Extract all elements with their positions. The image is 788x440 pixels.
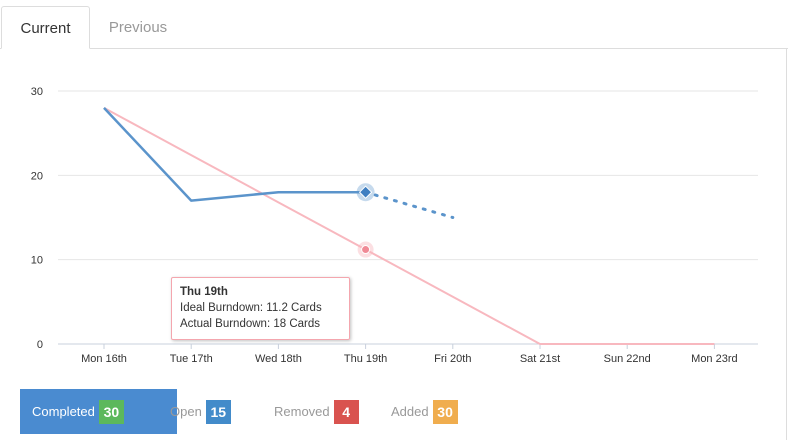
ideal-point-marker: [361, 245, 371, 255]
tab-bar: Current Previous: [0, 0, 788, 49]
x-tick-label: Wed 18th: [255, 353, 302, 365]
chart-panel: 0 10 20 30 Mon 16th Tue 17th Wed 18th Thu 19th F…: [0, 48, 787, 440]
y-tick-label: 10: [31, 255, 43, 267]
x-tick-label: Mon 16th: [81, 353, 127, 365]
x-tick-label: Fri 20th: [434, 353, 471, 365]
legend-removed-count: 4: [333, 399, 359, 424]
chart-tooltip: Thu 19th Ideal Burndown: 11.2 Cards Actu…: [171, 277, 350, 340]
x-tick-label: Sun 22nd: [604, 353, 651, 365]
card-status-legend: Completed 30 Open 15 Removed 4 Added 30: [20, 389, 780, 434]
x-tick-label: Sat 21st: [520, 353, 560, 365]
legend-open[interactable]: Open 15: [170, 389, 231, 434]
y-tick-label: 30: [31, 86, 43, 98]
legend-completed-label: Completed: [32, 404, 95, 419]
tooltip-actual-line: Actual Burndown: 18 Cards: [180, 318, 320, 330]
burndown-chart: 0 10 20 30 Mon 16th Tue 17th Wed 18th Thu 19th F…: [31, 86, 758, 365]
legend-open-count: 15: [205, 399, 231, 424]
legend-removed-label: Removed: [274, 404, 330, 419]
x-tick-label: Thu 19th: [344, 353, 387, 365]
legend-added-label: Added: [391, 404, 429, 419]
y-tick-label: 0: [37, 339, 43, 351]
x-tick-label: Tue 17th: [170, 353, 213, 365]
x-tick-label: Mon 23rd: [691, 353, 737, 365]
actual-burndown-line: [103, 107, 366, 202]
tab-previous[interactable]: Previous: [108, 19, 168, 36]
tooltip-title: Thu 19th: [180, 286, 228, 298]
legend-added[interactable]: Added 30: [391, 389, 458, 434]
tab-current[interactable]: Current: [1, 6, 90, 49]
forecast-line: [364, 190, 455, 219]
y-tick-label: 20: [31, 170, 43, 182]
legend-added-count: 30: [432, 399, 458, 424]
tab-divider: [0, 48, 788, 49]
legend-completed[interactable]: Completed 30: [20, 389, 177, 434]
legend-completed-count: 30: [98, 399, 124, 424]
ideal-burndown-line: [103, 106, 715, 345]
legend-open-label: Open: [170, 404, 202, 419]
tooltip-ideal-line: Ideal Burndown: 11.2 Cards: [180, 302, 322, 314]
legend-removed[interactable]: Removed 4: [274, 389, 359, 434]
actual-point-marker: [358, 185, 373, 199]
